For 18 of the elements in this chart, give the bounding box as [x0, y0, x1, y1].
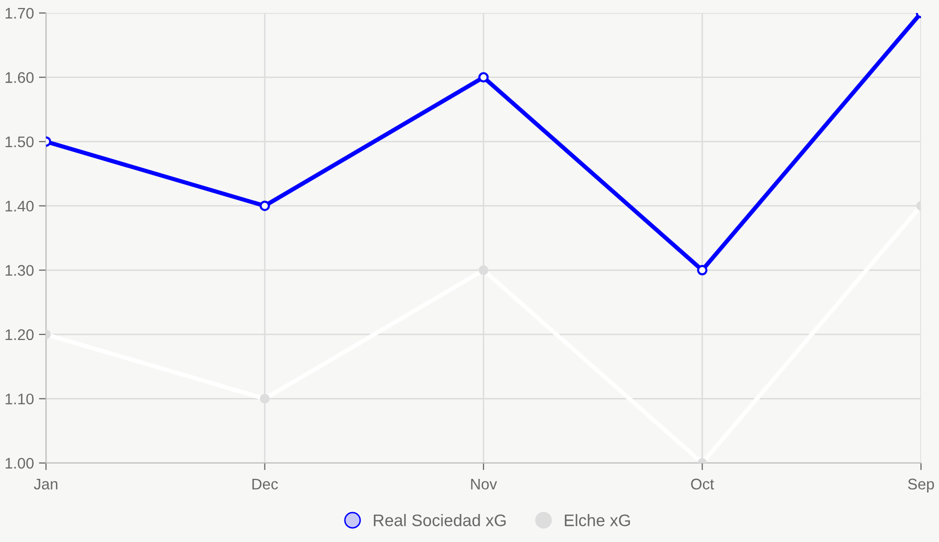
- y-tick-label: 1.00: [6, 458, 34, 469]
- y-tick-label: 1.20: [6, 329, 34, 340]
- y-tick-label: 1.30: [6, 265, 34, 276]
- x-tick-label: Sep: [908, 478, 934, 493]
- point: [260, 200, 270, 212]
- x-tick-label: Dec: [252, 478, 278, 490]
- legend-label: Real Sociedad xG: [374, 514, 506, 526]
- point: [478, 72, 489, 82]
- point: [697, 264, 708, 276]
- y-tick-label: 1.50: [6, 136, 34, 148]
- y-tick-label: 1.70: [6, 8, 34, 19]
- y-tick-label: 1.10: [6, 394, 34, 404]
- y-tick-label: 1.60: [6, 72, 34, 83]
- x-tick-label: Nov: [471, 478, 498, 490]
- x-tick-label: Oct: [691, 478, 714, 490]
- legend-label: Elche xG: [564, 514, 630, 526]
- y-tick-label: 1.40: [6, 200, 34, 212]
- x-tick-label: Jan: [34, 478, 58, 490]
